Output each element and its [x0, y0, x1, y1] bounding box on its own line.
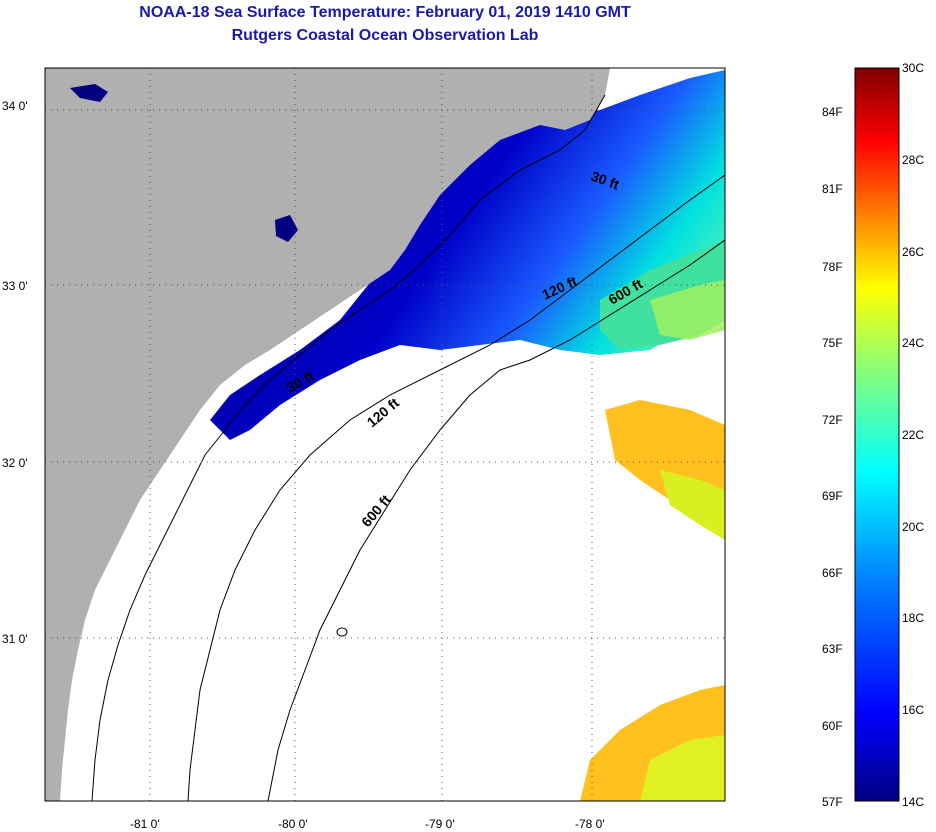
lat-label-32: 32 0'	[2, 456, 28, 470]
inland-water-2	[275, 215, 298, 242]
cb-c-22: 22C	[902, 428, 924, 442]
cb-c-18: 18C	[902, 611, 924, 625]
colorbar-celsius-labels: 30C 28C 26C 24C 22C 20C 18C 16C 14C	[902, 61, 924, 809]
colorbar-fahrenheit-labels: 84F 81F 78F 75F 72F 69F 66F 63F 60F 57F	[822, 105, 843, 809]
lat-label-33: 33 0'	[2, 279, 28, 293]
contour-600ft	[267, 239, 725, 801]
map-border	[44, 67, 726, 802]
lon-label-80: -80 0'	[278, 817, 308, 831]
shelf-water-cold	[210, 70, 725, 440]
lat-label-34: 34 0'	[2, 99, 28, 113]
cb-c-30: 30C	[902, 61, 924, 75]
cb-f-84: 84F	[822, 105, 843, 119]
colorbar	[854, 67, 900, 802]
gulf-stream-yellow-lower	[640, 735, 725, 801]
gulf-stream-yellow-upper	[660, 470, 725, 540]
cb-c-28: 28C	[902, 153, 924, 167]
cb-f-66: 66F	[822, 566, 843, 580]
cb-f-69: 69F	[822, 489, 843, 503]
cb-f-72: 72F	[822, 413, 843, 427]
cb-f-63: 63F	[822, 642, 843, 656]
cb-f-78: 78F	[822, 260, 843, 274]
cb-f-81: 81F	[822, 182, 843, 196]
graticule	[45, 68, 725, 801]
cb-c-16: 16C	[902, 703, 924, 717]
cb-c-24: 24C	[902, 336, 924, 350]
cb-c-14: 14C	[902, 795, 924, 809]
cb-c-26: 26C	[902, 245, 924, 259]
map-title: NOAA-18 Sea Surface Temperature: Februar…	[139, 4, 631, 21]
cb-f-57: 57F	[822, 795, 843, 809]
contour-30ft	[91, 94, 606, 801]
inland-water-1	[70, 84, 108, 102]
lon-label-78: -78 0'	[575, 817, 605, 831]
seamount-contour	[336, 627, 348, 637]
lat-label-31: 31 0'	[2, 632, 28, 646]
map-subtitle: Rutgers Coastal Ocean Observation Lab	[231, 27, 539, 44]
land-mass	[45, 68, 610, 801]
contour-120ft	[187, 174, 725, 801]
cb-c-20: 20C	[902, 520, 924, 534]
cb-f-60: 60F	[822, 719, 843, 733]
offshore-water-green	[650, 280, 725, 340]
lon-label-79: -79 0'	[425, 817, 455, 831]
cb-f-75: 75F	[822, 336, 843, 350]
lon-label-81: -81 0'	[130, 817, 160, 831]
